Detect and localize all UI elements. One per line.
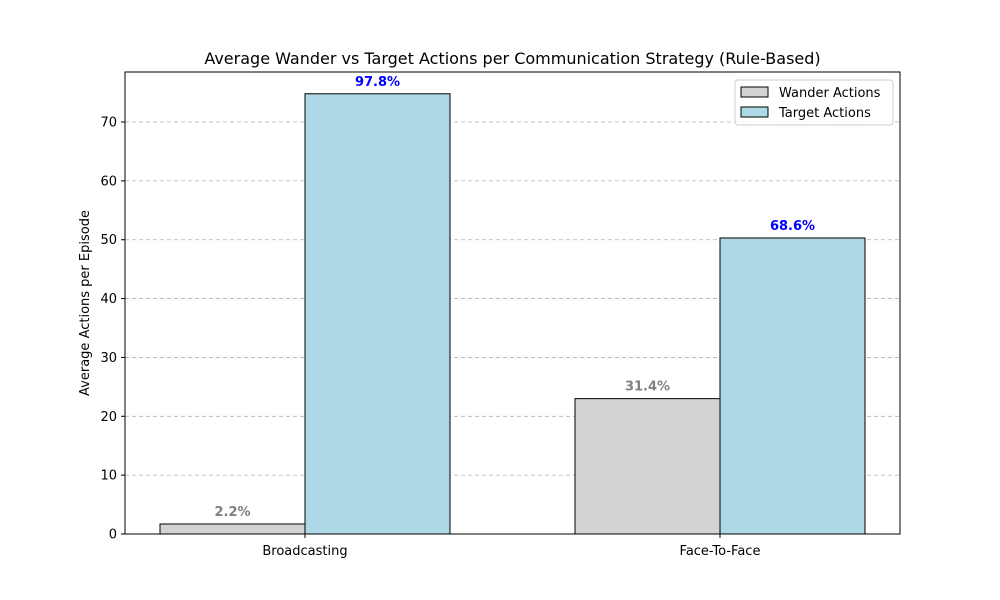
legend-label: Target Actions [778,106,871,121]
y-tick-label: 50 [100,233,117,248]
gridlines [125,121,900,476]
bars [159,93,866,535]
bar-wander-actions-face-to-face [574,398,721,535]
x-axis-ticks: Broadcasting Face-To-Face [262,534,760,559]
legend-label: Wander Actions [779,86,881,101]
y-tick-label: 40 [100,292,117,307]
y-tick-label: 10 [100,469,117,484]
bar-target-actions-face-to-face [719,237,866,535]
data-label: 31.4% [625,380,670,395]
chart-title: Average Wander vs Target Actions per Com… [204,49,820,68]
x-tick-label: Broadcasting [262,544,347,559]
y-tick-label: 60 [100,174,117,189]
data-label: 97.8% [355,75,400,90]
data-labels: 2.2% 97.8% 31.4% 68.6% [214,75,815,520]
data-label: 68.6% [770,219,815,234]
legend-swatch [740,106,769,118]
x-tick-label: Face-To-Face [680,544,761,559]
data-label: 2.2% [214,505,250,520]
y-tick-label: 0 [109,528,117,543]
y-axis-ticks: 0 10 20 30 40 50 60 70 [100,116,125,543]
legend: Wander Actions Target Actions [734,79,894,126]
legend-swatch [740,86,769,98]
legend-box [734,79,894,126]
y-tick-label: 70 [100,116,117,131]
plot-frame [124,71,901,535]
bar-target-actions-broadcasting [304,93,451,535]
y-tick-label: 30 [100,351,117,366]
y-axis-label: Average Actions per Episode [78,210,93,396]
bar-wander-actions-broadcasting [159,523,306,535]
y-tick-label: 20 [100,410,117,425]
